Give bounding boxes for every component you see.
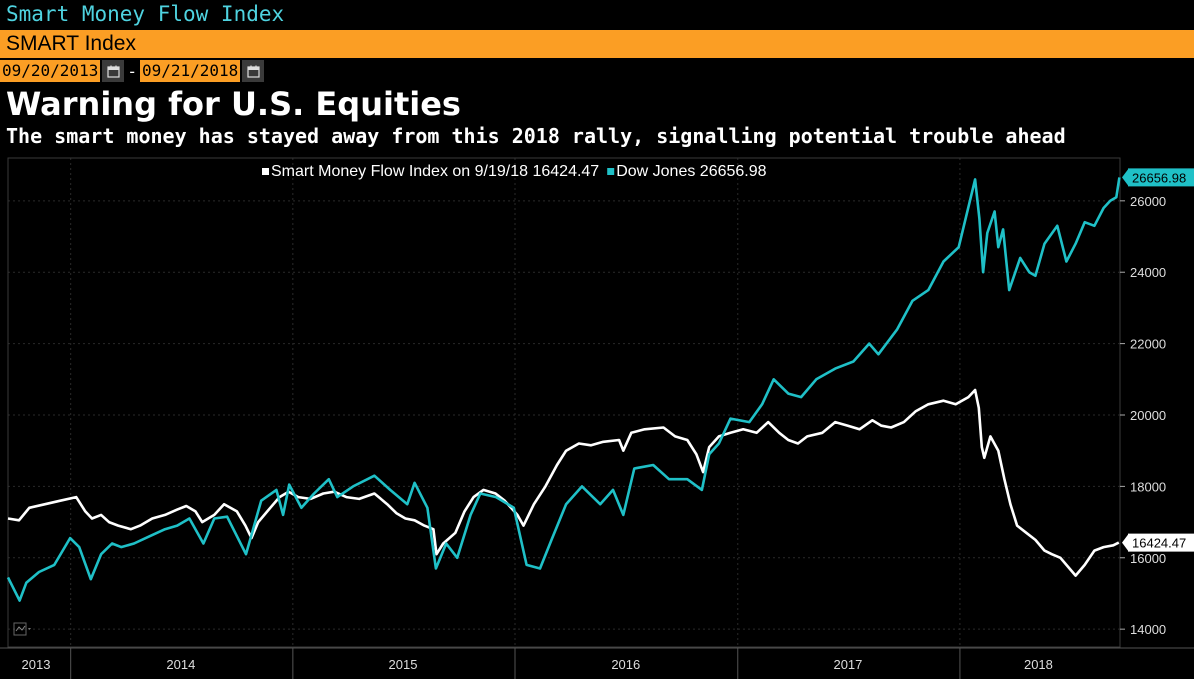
subheadline: The smart money has stayed away from thi… [6,124,1066,148]
y-tick-label: 14000 [1130,622,1166,637]
date-range: 09/20/2013 - 09/21/2018 [0,60,265,82]
calendar-icon [107,65,120,78]
chart-legend: Smart Money Flow Index on 9/19/18 16424.… [262,163,767,180]
last-value-pointer [1122,169,1128,186]
y-tick-label: 22000 [1130,337,1166,352]
security-field[interactable]: SMART Index [0,30,1194,58]
x-tick-label: 2016 [611,657,640,672]
y-tick-label: 16000 [1130,551,1166,566]
y-tick-label: 20000 [1130,408,1166,423]
y-tick-label: 26000 [1130,194,1166,209]
y-tick-label: 24000 [1130,265,1166,280]
last-value-box [1128,168,1194,187]
x-tick-label: 2017 [833,657,862,672]
chart-axes: 14000 16000 18000 20000 22000 24000 26000 [0,157,1194,679]
legend-swatch [262,168,269,175]
series-line-smart-money-flow-index [7,388,1120,577]
legend-entry: Dow Jones 26656.98 [616,163,766,180]
end-calendar-button[interactable] [242,60,265,82]
last-value-pointer [1122,534,1128,551]
plot-frame [7,157,1121,648]
chart-series [6,177,1121,602]
legend-swatch [607,168,615,175]
window-title: Smart Money Flow Index [0,0,1194,28]
date-separator: - [127,61,137,81]
x-tick-label: 2018 [1024,657,1053,672]
chart-options-button[interactable] [13,622,31,636]
x-axis-labels: 2013 2014 2015 2016 2017 2018 [22,657,1053,672]
x-tick-label: 2015 [389,657,418,672]
calendar-icon [247,65,260,78]
last-value-box [1128,533,1194,552]
end-date-field[interactable]: 09/21/2018 [139,60,241,82]
y-tick-label: 18000 [1130,479,1166,494]
legend-entry: Smart Money Flow Index on 9/19/18 16424.… [271,163,599,180]
last-value-label: 16424.47 [1132,536,1186,551]
start-date-field[interactable]: 09/20/2013 [0,60,101,82]
start-calendar-button[interactable] [102,60,125,82]
series-line-dow-jones [6,177,1121,602]
headline: Warning for U.S. Equities [6,85,461,123]
line-chart: 14000 16000 18000 20000 22000 24000 26000 Smar… [0,150,1194,679]
last-value-labels: 26656.98 16424.47 [1122,168,1194,552]
last-value-label: 26656.98 [1132,170,1186,185]
x-tick-label: 2013 [22,657,51,672]
x-tick-label: 2014 [166,657,195,672]
